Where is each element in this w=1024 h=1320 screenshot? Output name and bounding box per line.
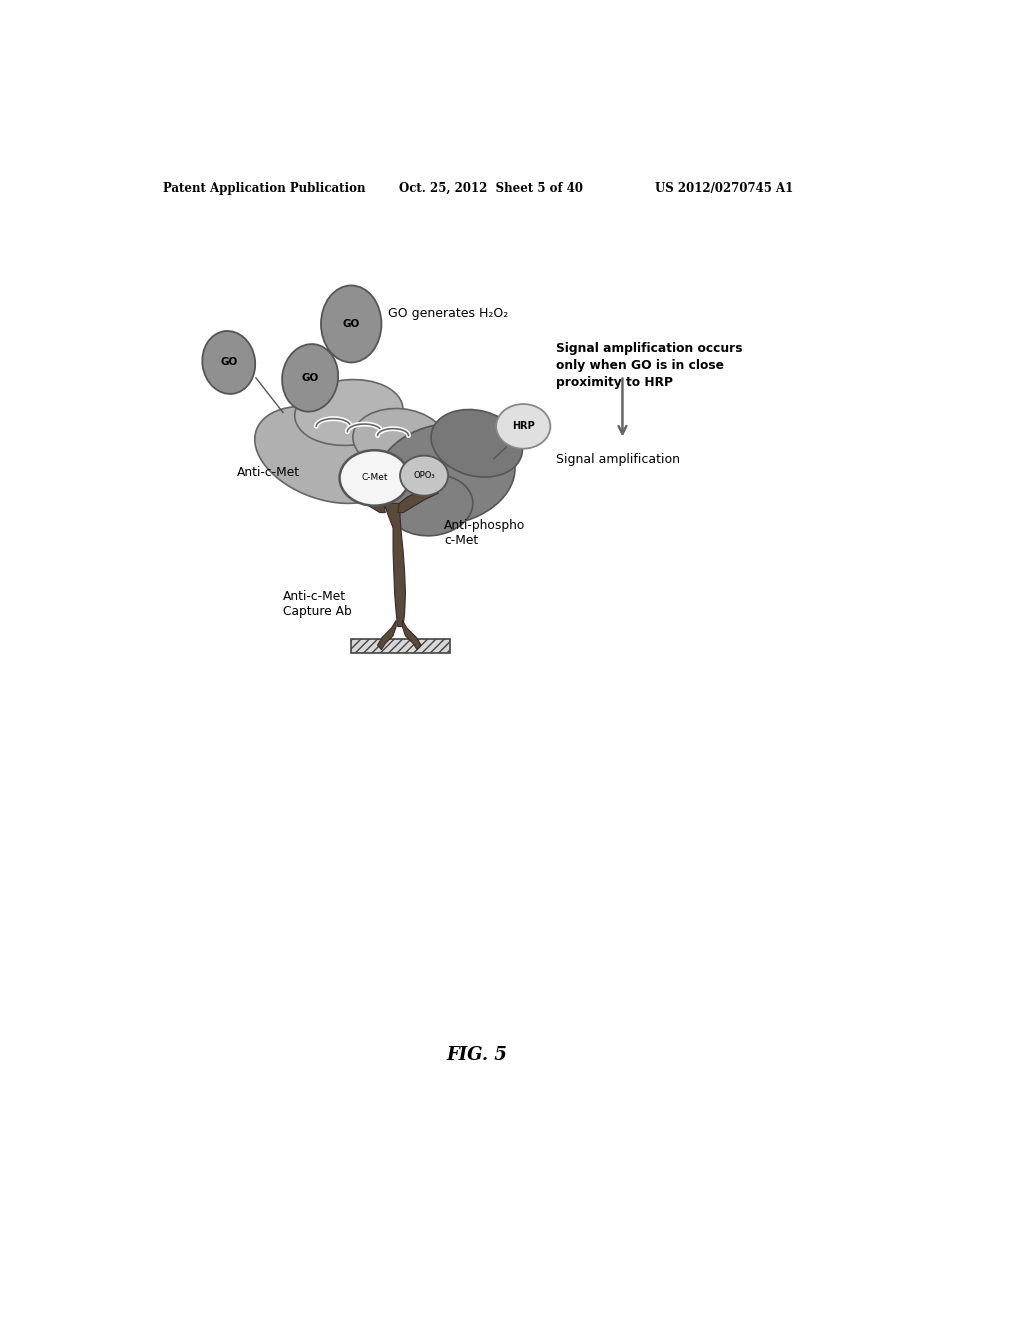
Ellipse shape <box>377 424 515 525</box>
Ellipse shape <box>282 345 338 412</box>
Text: Anti-c-Met: Anti-c-Met <box>237 466 300 479</box>
Text: GO generates H₂O₂: GO generates H₂O₂ <box>388 308 508 321</box>
Ellipse shape <box>321 285 381 363</box>
Bar <box>351 639 451 653</box>
Text: GO: GO <box>343 319 359 329</box>
Text: Anti-phospho
c-Met: Anti-phospho c-Met <box>444 519 525 546</box>
Text: GO: GO <box>301 372 318 383</box>
Ellipse shape <box>295 380 403 445</box>
Text: OPO₃: OPO₃ <box>414 471 435 480</box>
Polygon shape <box>397 483 439 512</box>
Text: C-Met: C-Met <box>361 474 388 482</box>
Text: HRP: HRP <box>512 421 535 432</box>
Polygon shape <box>378 620 396 649</box>
Ellipse shape <box>400 455 449 496</box>
Text: Anti-c-Met
Capture Ab: Anti-c-Met Capture Ab <box>283 590 352 618</box>
Ellipse shape <box>388 474 473 536</box>
Text: US 2012/0270745 A1: US 2012/0270745 A1 <box>655 182 794 194</box>
Text: Oct. 25, 2012  Sheet 5 of 40: Oct. 25, 2012 Sheet 5 of 40 <box>399 182 584 194</box>
Text: FIG. 5: FIG. 5 <box>446 1047 507 1064</box>
Polygon shape <box>402 620 421 649</box>
Polygon shape <box>384 503 406 627</box>
Text: GO: GO <box>220 358 238 367</box>
Ellipse shape <box>496 404 550 449</box>
Ellipse shape <box>353 408 445 470</box>
Ellipse shape <box>203 331 255 393</box>
Text: Signal amplification occurs
only when GO is in close
proximity to HRP: Signal amplification occurs only when GO… <box>556 342 742 388</box>
Ellipse shape <box>255 407 396 503</box>
Ellipse shape <box>340 450 410 506</box>
Text: Signal amplification: Signal amplification <box>556 453 680 466</box>
Text: Patent Application Publication: Patent Application Publication <box>163 182 366 194</box>
Polygon shape <box>343 483 385 512</box>
Ellipse shape <box>431 409 522 477</box>
